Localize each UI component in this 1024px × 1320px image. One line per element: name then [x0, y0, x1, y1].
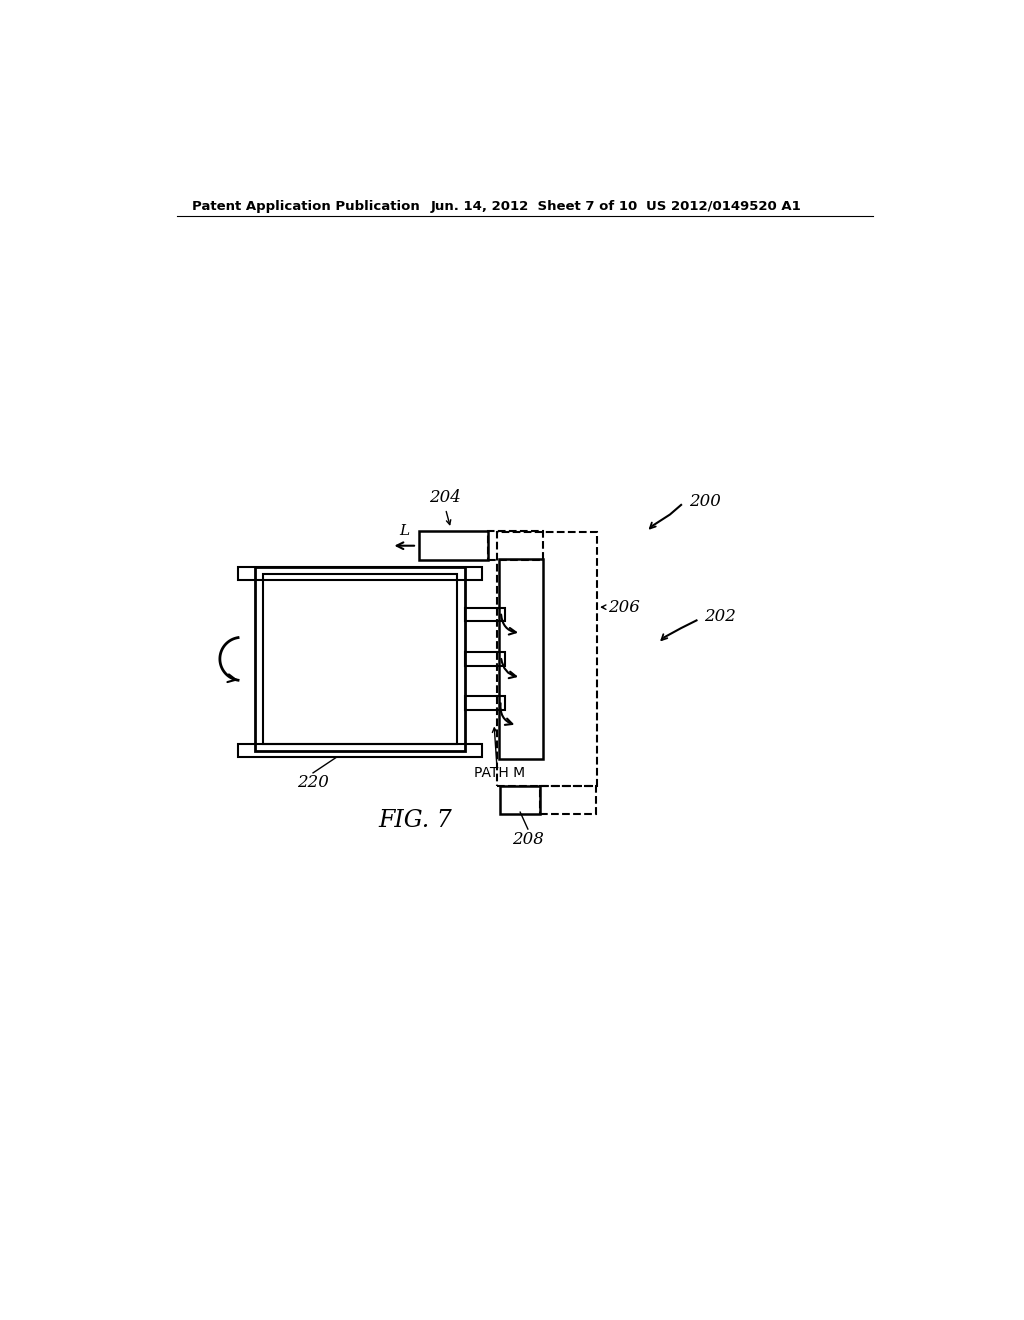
Text: 204: 204 [429, 490, 462, 507]
Bar [465, 607, 505, 622]
Text: 208: 208 [512, 830, 544, 847]
Bar [263, 574, 457, 743]
Text: Patent Application Publication: Patent Application Publication [193, 199, 420, 213]
Text: FIG. 7: FIG. 7 [379, 809, 453, 832]
Text: Jun. 14, 2012  Sheet 7 of 10: Jun. 14, 2012 Sheet 7 of 10 [431, 199, 638, 213]
Bar [500, 785, 541, 813]
Text: 200: 200 [689, 492, 721, 510]
Text: 206: 206 [608, 599, 640, 615]
Bar [465, 697, 505, 710]
Bar [499, 558, 544, 759]
Bar [239, 743, 481, 758]
Bar [487, 531, 544, 561]
Bar [465, 652, 505, 665]
Text: L: L [399, 524, 410, 539]
Text: PATH M: PATH M [474, 766, 525, 780]
Bar [497, 532, 597, 785]
Bar [541, 785, 596, 813]
Text: US 2012/0149520 A1: US 2012/0149520 A1 [646, 199, 801, 213]
Bar [239, 566, 481, 581]
Text: 202: 202 [705, 609, 736, 626]
Bar [419, 531, 487, 561]
Bar [255, 566, 465, 751]
Text: 220: 220 [297, 775, 329, 792]
